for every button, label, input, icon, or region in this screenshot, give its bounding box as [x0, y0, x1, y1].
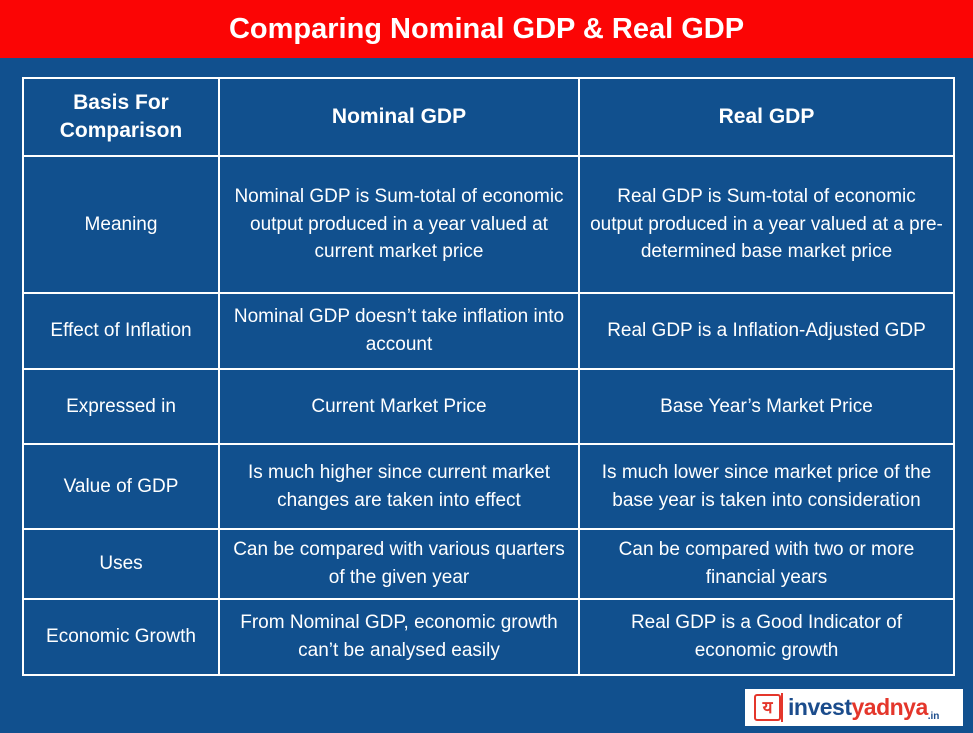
nominal-cell: Nominal GDP is Sum-total of economic out…: [218, 155, 580, 294]
table-row-expressed-in: Expressed in Current Market Price Base Y…: [22, 368, 955, 445]
real-cell: Is much lower since market price of the …: [578, 443, 955, 530]
header-nominal-gdp: Nominal GDP: [218, 77, 580, 157]
table-row-effect-of-inflation: Effect of Inflation Nominal GDP doesn’t …: [22, 292, 955, 370]
basis-cell: Meaning: [22, 155, 220, 294]
logo-text-tld: .in: [927, 711, 940, 722]
nominal-cell: Can be compared with various quarters of…: [218, 528, 580, 600]
table-row-uses: Uses Can be compared with various quarte…: [22, 528, 955, 600]
logo-icon-bar: [781, 693, 783, 722]
basis-cell: Value of GDP: [22, 443, 220, 530]
table-row-meaning: Meaning Nominal GDP is Sum-total of econ…: [22, 155, 955, 294]
real-cell: Real GDP is a Good Indicator of economic…: [578, 598, 955, 676]
title-banner: Comparing Nominal GDP & Real GDP: [0, 0, 973, 58]
basis-cell: Effect of Inflation: [22, 292, 220, 370]
nominal-cell: Nominal GDP doesn’t take inflation into …: [218, 292, 580, 370]
yadnya-logo-icon: य: [754, 693, 783, 722]
table-row-economic-growth: Economic Growth From Nominal GDP, econom…: [22, 598, 955, 676]
real-cell: Base Year’s Market Price: [578, 368, 955, 445]
table-row-value-of-gdp: Value of GDP Is much higher since curren…: [22, 443, 955, 530]
table-header-row: Basis For Comparison Nominal GDP Real GD…: [22, 77, 955, 157]
real-cell: Real GDP is Sum-total of economic output…: [578, 155, 955, 294]
basis-cell: Economic Growth: [22, 598, 220, 676]
header-basis: Basis For Comparison: [22, 77, 220, 157]
real-cell: Real GDP is a Inflation-Adjusted GDP: [578, 292, 955, 370]
basis-cell: Uses: [22, 528, 220, 600]
nominal-cell: Current Market Price: [218, 368, 580, 445]
page-title: Comparing Nominal GDP & Real GDP: [228, 12, 745, 45]
investyadnya-logo: य investyadnya.in: [745, 689, 963, 726]
logo-wordmark: investyadnya.in: [788, 694, 940, 722]
nominal-cell: Is much higher since current market chan…: [218, 443, 580, 530]
header-real-gdp: Real GDP: [578, 77, 955, 157]
nominal-cell: From Nominal GDP, economic growth can’t …: [218, 598, 580, 676]
logo-text-yadnya: yadnya: [851, 694, 928, 720]
basis-cell: Expressed in: [22, 368, 220, 445]
logo-text-invest: invest: [788, 694, 852, 720]
comparison-table: Basis For Comparison Nominal GDP Real GD…: [22, 77, 955, 676]
devanagari-ya-glyph: य: [762, 698, 773, 717]
real-cell: Can be compared with two or more financi…: [578, 528, 955, 600]
